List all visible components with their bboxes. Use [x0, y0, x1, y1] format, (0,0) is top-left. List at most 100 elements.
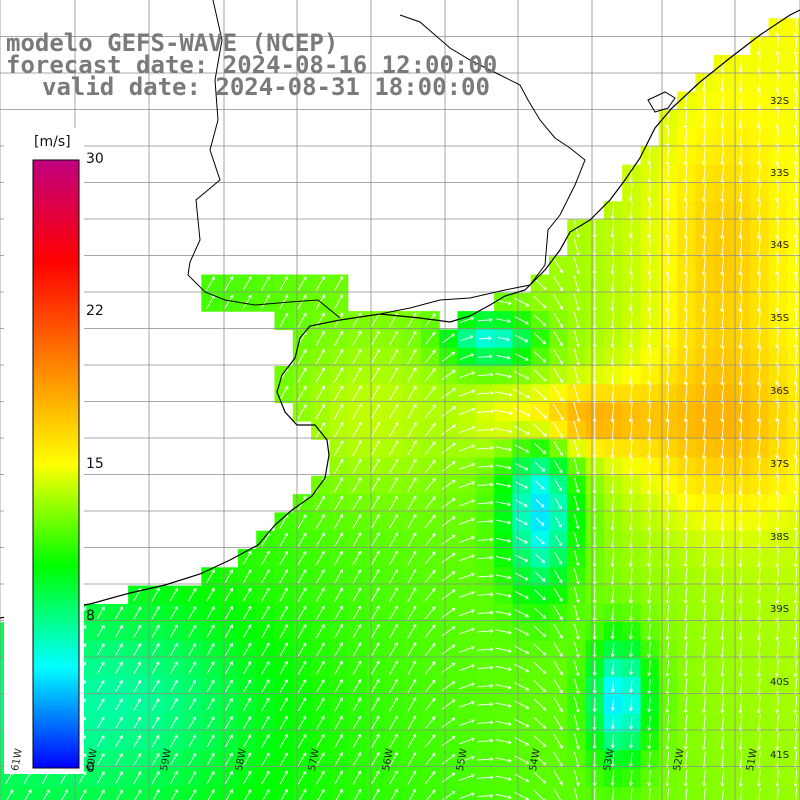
wind-cell [384, 786, 404, 800]
wind-arrow [592, 330, 597, 348]
wind-arrow [756, 549, 761, 568]
wind-arrow [793, 769, 798, 787]
wind-arrow [554, 460, 563, 474]
wind-arrow [441, 479, 456, 491]
wind-arrow [188, 679, 197, 693]
wind-arrow [553, 697, 563, 713]
wind-arrow [352, 678, 362, 694]
wind-arrow [647, 438, 651, 459]
wind-arrow [756, 365, 761, 386]
wind-arrow [628, 513, 633, 531]
wind-arrow [793, 549, 798, 568]
wind-arrow [458, 371, 475, 379]
wind-arrow [683, 586, 688, 604]
wind-arrow [720, 255, 725, 276]
wind-cell [786, 256, 800, 276]
wind-arrow [477, 317, 493, 322]
wind-arrow [554, 515, 562, 528]
wind-arrow [573, 330, 580, 348]
wind-arrow [133, 734, 142, 748]
wind-arrow [647, 512, 652, 531]
wind-arrow [793, 696, 798, 714]
wind-arrow [665, 769, 670, 787]
wind-arrow [279, 385, 289, 401]
wind-arrow [243, 770, 252, 785]
wind-arrow [532, 405, 548, 419]
colorbar-unit: [m/s] [34, 134, 71, 150]
wind-arrow [775, 365, 780, 386]
wind-arrow [458, 481, 476, 489]
wind-arrow [477, 537, 494, 542]
wind-arrow [647, 401, 651, 423]
wind-arrow [494, 427, 513, 434]
wind-arrow [702, 109, 706, 129]
wind-arrow [243, 752, 252, 766]
wind-arrow [496, 318, 512, 324]
wind-arrow [115, 643, 123, 656]
wind-arrow [476, 427, 495, 432]
wind-arrow [515, 572, 529, 581]
wind-arrow [702, 512, 706, 532]
wind-arrow [279, 697, 288, 712]
wind-cell [549, 786, 568, 800]
wind-cell [347, 786, 367, 800]
lat-label-34s: 34S [770, 240, 790, 251]
wind-arrow [315, 532, 325, 547]
wind-arrow [352, 532, 362, 547]
wind-cell [786, 347, 800, 367]
wind-arrow [407, 715, 417, 730]
wind-arrow [720, 164, 725, 185]
wind-arrow [297, 312, 307, 328]
wind-arrow [476, 647, 494, 652]
wind-arrow [352, 458, 362, 475]
wind-arrow [317, 788, 325, 800]
wind-arrow [702, 73, 706, 93]
wind-arrow [407, 421, 417, 438]
wind-arrow [573, 733, 580, 750]
wind-arrow [610, 531, 615, 549]
wind-arrow [756, 36, 761, 56]
wind-cell [786, 567, 800, 587]
wind-arrow [610, 366, 615, 385]
wind-arrow [756, 659, 761, 678]
wind-arrow [533, 625, 547, 638]
wind-cell [786, 420, 800, 440]
wind-arrow [316, 624, 325, 639]
wind-arrow [683, 255, 688, 276]
wind-arrow [370, 642, 380, 657]
wind-arrow [553, 770, 563, 786]
wind-arrow [477, 775, 494, 780]
wind-arrow [514, 316, 529, 325]
wind-arrow [297, 733, 307, 748]
wind-arrow [756, 769, 761, 787]
wind-arrow [738, 292, 743, 313]
wind-arrow [738, 604, 743, 623]
wind-arrow [683, 641, 688, 659]
wind-arrow [683, 751, 688, 769]
wind-arrow [352, 440, 362, 456]
wind-arrow [115, 606, 124, 620]
wind-arrow [458, 389, 476, 397]
wind-arrow [756, 109, 761, 129]
wind-arrow [738, 328, 743, 349]
wind-arrow [793, 219, 798, 239]
wind-arrow [297, 770, 307, 785]
wind-arrow [720, 438, 725, 460]
wind-cell [36, 786, 56, 800]
wind-speed-field [0, 18, 800, 800]
wind-arrow [407, 678, 417, 694]
wind-arrow [683, 219, 688, 239]
wind-arrow [297, 385, 307, 401]
wind-arrow [683, 201, 688, 221]
wind-arrow [683, 292, 688, 313]
wind-arrow [261, 679, 270, 693]
wind-arrow [224, 770, 233, 785]
wind-arrow [297, 294, 307, 310]
wind-arrow [701, 219, 706, 240]
colorbar [4, 128, 84, 774]
wind-arrow [628, 549, 633, 568]
wind-arrow [592, 751, 597, 768]
wind-arrow [261, 605, 270, 620]
wind-arrow [573, 257, 581, 275]
